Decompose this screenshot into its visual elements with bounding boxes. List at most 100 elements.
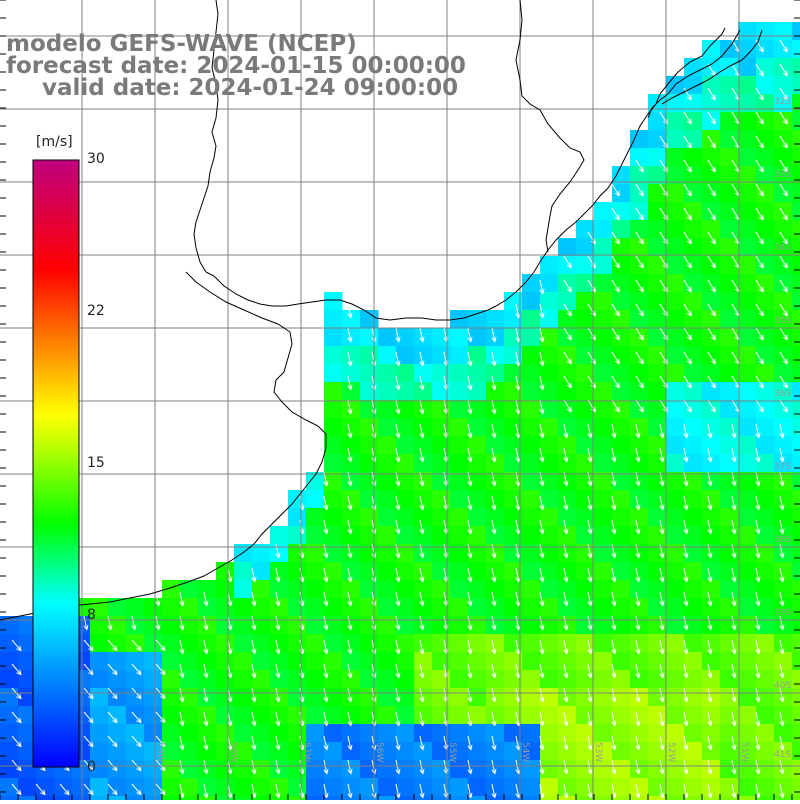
wind-cell <box>774 418 793 437</box>
wind-cell <box>270 598 289 617</box>
wind-cell <box>468 364 487 383</box>
wind-cell <box>684 436 703 455</box>
wind-cell <box>126 796 145 800</box>
wind-cell <box>792 436 800 455</box>
wind-cell <box>486 418 505 437</box>
wind-cell <box>270 526 289 545</box>
wind-cell <box>774 778 793 797</box>
wind-cell <box>576 364 595 383</box>
wind-cell <box>270 688 289 707</box>
wind-cell <box>198 670 217 689</box>
wind-cell <box>252 580 271 599</box>
wind-cell <box>792 256 800 275</box>
latitude-label: 36S <box>774 389 791 399</box>
wind-cell <box>126 598 145 617</box>
wind-cell <box>0 760 19 779</box>
wind-cell <box>270 652 289 671</box>
wind-cell <box>756 580 775 599</box>
wind-cell <box>252 634 271 653</box>
wind-cell <box>432 454 451 473</box>
wind-cell <box>198 742 217 761</box>
wind-cell <box>360 454 379 473</box>
wind-cell <box>612 706 631 725</box>
wind-cell <box>198 760 217 779</box>
wind-cell <box>684 256 703 275</box>
wind-cell <box>558 652 577 671</box>
wind-cell <box>360 724 379 743</box>
wind-cell <box>792 184 800 203</box>
wind-cell <box>558 616 577 635</box>
wind-cell <box>540 688 559 707</box>
wind-cell <box>792 652 800 671</box>
wind-cell <box>702 688 721 707</box>
wind-cell <box>612 580 631 599</box>
wind-cell <box>342 598 361 617</box>
wind-cell <box>144 598 163 617</box>
wind-cell <box>378 598 397 617</box>
colorbar-tick: 15 <box>87 455 105 471</box>
wind-cell <box>324 580 343 599</box>
wind-cell <box>666 382 685 401</box>
wind-cell <box>180 598 199 617</box>
wind-cell <box>324 760 343 779</box>
wind-cell <box>342 580 361 599</box>
wind-cell <box>630 706 649 725</box>
wind-cell <box>720 76 739 95</box>
wind-cell <box>666 418 685 437</box>
wind-cell <box>324 292 343 311</box>
wind-cell <box>450 328 469 347</box>
wind-cell <box>594 202 613 221</box>
wind-cell <box>612 760 631 779</box>
wind-cell <box>666 490 685 509</box>
wind-cell <box>414 634 433 653</box>
wind-cell <box>792 796 800 800</box>
wind-cell <box>486 454 505 473</box>
wind-cell <box>90 796 109 800</box>
wind-cell <box>234 688 253 707</box>
wind-cell <box>702 310 721 329</box>
wind-cell <box>324 598 343 617</box>
wind-cell <box>792 580 800 599</box>
wind-cell <box>666 760 685 779</box>
wind-cell <box>612 184 631 203</box>
wind-cell <box>540 382 559 401</box>
wind-cell <box>774 22 793 41</box>
wind-cell <box>612 346 631 365</box>
wind-cell <box>540 400 559 419</box>
wind-cell <box>594 472 613 491</box>
wind-cell <box>198 616 217 635</box>
wind-cell <box>594 490 613 509</box>
wind-cell <box>522 328 541 347</box>
wind-cell <box>486 310 505 329</box>
wind-cell <box>702 472 721 491</box>
wind-cell <box>522 616 541 635</box>
wind-cell <box>234 724 253 743</box>
longitude-label: 51W <box>739 742 749 762</box>
wind-cell <box>630 634 649 653</box>
wind-cell <box>324 778 343 797</box>
wind-cell <box>666 634 685 653</box>
wind-cell <box>594 382 613 401</box>
wind-cell <box>360 526 379 545</box>
wind-cell <box>792 274 800 293</box>
wind-cell <box>594 652 613 671</box>
longitude-label: 57W <box>301 742 311 762</box>
wind-cell <box>720 742 739 761</box>
wind-cell <box>252 760 271 779</box>
wind-cell <box>648 796 667 800</box>
wind-cell <box>792 490 800 509</box>
wind-cell <box>558 310 577 329</box>
wind-cell <box>396 652 415 671</box>
wind-cell <box>630 130 649 149</box>
wind-cell <box>630 508 649 527</box>
wind-cell <box>792 616 800 635</box>
wind-cell <box>486 742 505 761</box>
wind-cell <box>792 58 800 77</box>
longitude-label: 56W <box>374 742 384 762</box>
wind-cell <box>126 742 145 761</box>
wind-cell <box>684 418 703 437</box>
wind-cell <box>324 418 343 437</box>
wind-cell <box>0 688 19 707</box>
wind-cell <box>180 580 199 599</box>
wind-cell <box>540 454 559 473</box>
